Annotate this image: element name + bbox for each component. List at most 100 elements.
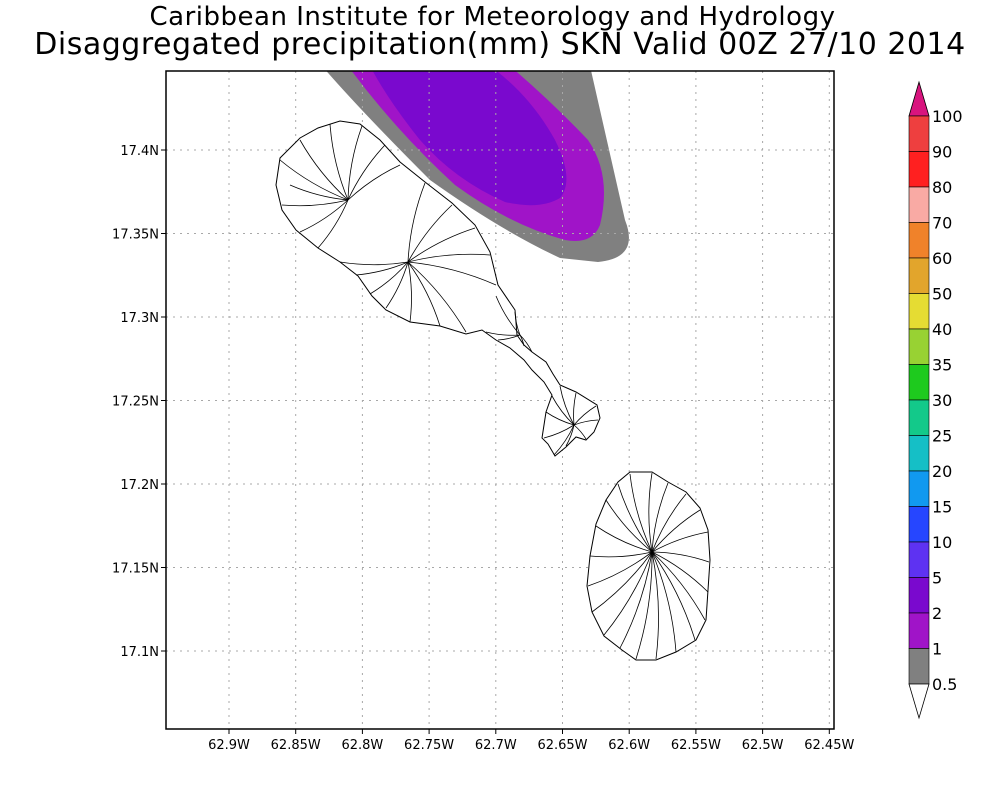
- legend-swatch: [908, 115, 930, 152]
- drainage-line: [407, 227, 476, 263]
- legend-label: 30: [932, 391, 952, 410]
- legend-swatch: [908, 577, 930, 614]
- x-tick-label: 62.8W: [341, 738, 383, 753]
- legend-swatch: [908, 648, 930, 685]
- drainage-line: [347, 164, 401, 201]
- drainage-line: [573, 405, 597, 426]
- drainage-line: [589, 551, 653, 558]
- y-tick-label: 17.1N: [120, 645, 159, 660]
- y-tick-label: 17.3N: [120, 311, 159, 326]
- legend-swatch: [908, 222, 930, 259]
- drainage-line: [551, 395, 575, 426]
- drainage-line: [648, 472, 653, 553]
- legend-swatch: [908, 257, 930, 294]
- x-tick-label: 62.7W: [475, 738, 517, 753]
- drainage-line: [603, 551, 653, 636]
- legend-swatch: [908, 541, 930, 578]
- drainage-line: [651, 551, 677, 653]
- legend-arrow-top: [908, 80, 930, 117]
- legend-label: 90: [932, 143, 952, 162]
- legend-label: 5: [932, 569, 942, 588]
- drainage-line: [355, 261, 409, 276]
- drainage-line: [635, 551, 653, 660]
- drainage-line: [545, 411, 575, 426]
- chart-title: Caribbean Institute for Meteorology and …: [149, 2, 836, 32]
- drainage-line: [543, 424, 575, 439]
- y-tick-label: 17.15N: [112, 562, 159, 577]
- y-tick-label: 17.4N: [120, 144, 159, 159]
- drainage-line: [369, 261, 409, 295]
- legend-swatch: [908, 151, 930, 188]
- drainage-line: [573, 419, 599, 426]
- legend-label: 0.5: [932, 675, 957, 694]
- drainage-line: [651, 551, 659, 660]
- drainage-line: [347, 144, 386, 201]
- drainage-line: [553, 424, 575, 456]
- drainage-line: [559, 385, 575, 426]
- legend-label: 60: [932, 249, 952, 268]
- precipitation-field: [326, 71, 629, 262]
- x-tick-label: 62.9W: [208, 738, 250, 753]
- y-tick-label: 17.35N: [112, 228, 159, 243]
- drainage-line: [565, 424, 575, 447]
- nevis-island: [586, 471, 711, 661]
- legend-label: 10: [932, 533, 952, 552]
- legend-swatch: [908, 328, 930, 365]
- drainage-line: [651, 551, 696, 641]
- legend-label: 20: [932, 462, 952, 481]
- x-tick-label: 62.6W: [608, 738, 650, 753]
- legend-label: 1: [932, 640, 942, 659]
- drainage-line: [407, 261, 467, 333]
- color-legend: 100 90 80 70 60 50 40 35 30 25 20 15 10 5 2 1 0.5: [908, 80, 963, 720]
- drainage-line: [591, 551, 653, 613]
- legend-label: 25: [932, 427, 952, 446]
- drainage-line: [651, 551, 709, 593]
- legend-label: 80: [932, 178, 952, 197]
- drainage-line: [407, 204, 453, 263]
- drainage-line: [651, 482, 669, 553]
- legend-label: 15: [932, 498, 952, 517]
- drainage-line: [629, 473, 653, 553]
- drainage-line: [289, 184, 349, 201]
- drainage-line: [617, 483, 653, 553]
- legend-label: 50: [932, 285, 952, 304]
- legend-label: 100: [932, 107, 963, 126]
- drainage-line: [299, 139, 349, 201]
- legend-swatch: [908, 470, 930, 507]
- drainage-line: [573, 424, 587, 440]
- x-tick-label: 62.85W: [271, 738, 321, 753]
- drainage-line: [651, 493, 687, 553]
- drainage-line: [281, 199, 349, 207]
- legend-label: 70: [932, 214, 952, 233]
- drainage-line: [279, 159, 349, 201]
- x-tick-label: 62.65W: [537, 738, 587, 753]
- drainage-line: [407, 261, 441, 327]
- drainage-line: [573, 392, 577, 426]
- x-tick-label: 62.5W: [742, 738, 784, 753]
- drainage-line: [407, 261, 412, 323]
- x-tick-label: 62.55W: [671, 738, 721, 753]
- y-tick-label: 17.2N: [120, 478, 159, 493]
- drainage-line: [605, 499, 653, 553]
- x-tick-label: 62.75W: [404, 738, 454, 753]
- drainage-line: [485, 331, 521, 336]
- x-axis-ticks: 62.9W 62.85W 62.8W 62.75W 62.7W 62.65W 62.6W 62…: [208, 729, 854, 753]
- legend-swatch: [908, 186, 930, 223]
- y-tick-label: 17.25N: [112, 395, 159, 410]
- y-axis-ticks: 17.4N 17.35N 17.3N 17.25N 17.2N 17.15N 17.1N: [112, 144, 166, 660]
- drainage-line: [651, 509, 701, 553]
- drainage-line: [385, 261, 409, 309]
- drainage-line: [407, 253, 491, 263]
- chart-subtitle: Disaggregated precipitation(mm) SKN Vali…: [34, 27, 966, 62]
- legend-arrow-bottom: [908, 683, 930, 720]
- legend-swatch: [908, 399, 930, 436]
- drainage-line: [347, 125, 363, 201]
- legend-swatch: [908, 435, 930, 472]
- drainage-line: [651, 531, 709, 553]
- drainage-line: [619, 551, 653, 649]
- precipitation-contour-2mm: [372, 71, 567, 206]
- drainage-line: [595, 525, 653, 553]
- drainage-line: [651, 551, 710, 563]
- drainage-line: [329, 123, 349, 201]
